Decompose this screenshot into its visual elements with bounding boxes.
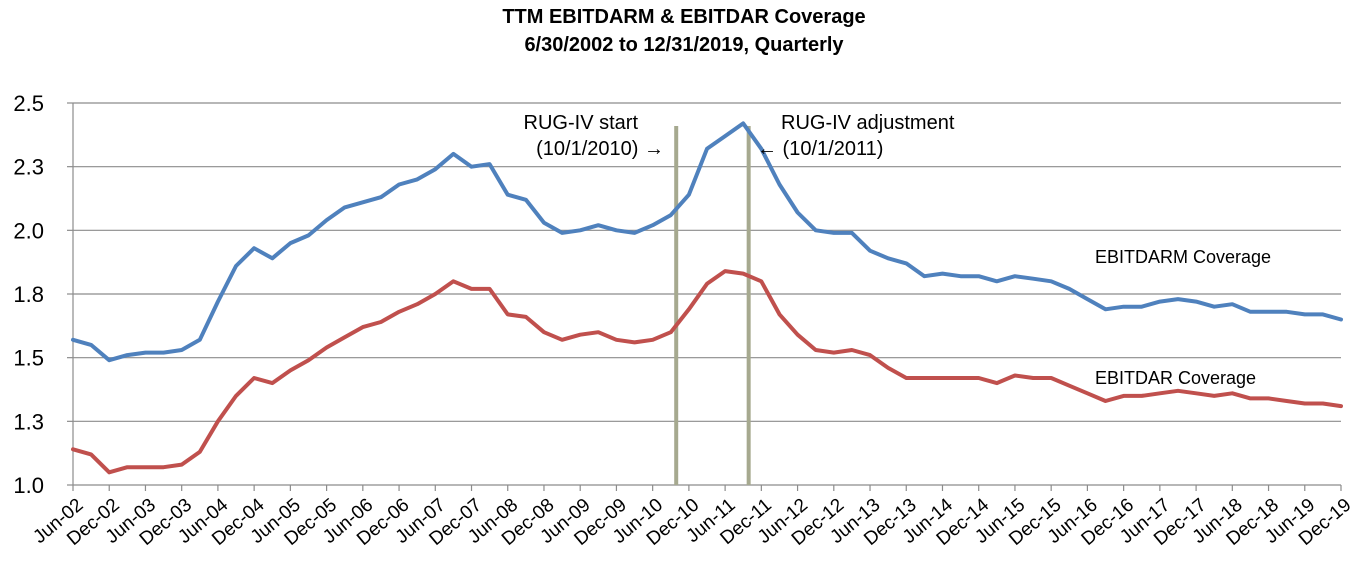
- series-lines: [71, 121, 1343, 475]
- series-line: [71, 121, 1343, 363]
- x-axis-ticks: Jun-02Dec-02Jun-03Dec-03Jun-04Dec-04Jun-…: [29, 485, 1355, 550]
- y-tick-label: 1.5: [13, 346, 44, 371]
- gridlines: [67, 102, 1341, 486]
- series-label: EBITDAR Coverage: [1095, 368, 1256, 388]
- y-axis-ticks: 1.0 1.3 1.5 1.8 2.0 2.3 2.5: [13, 91, 44, 498]
- y-tick-label: 2.0: [13, 218, 44, 243]
- annotation-date: (10/1/2010) →: [536, 138, 664, 160]
- y-tick-label: 2.5: [13, 91, 44, 116]
- annotation-label: RUG-IV adjustment: [781, 112, 955, 134]
- y-tick-label: 1.0: [13, 473, 44, 498]
- series-label: EBITDARM Coverage: [1095, 247, 1271, 267]
- series-line: [71, 269, 1343, 475]
- annotation-date: ← (10/1/2011): [757, 138, 883, 160]
- chart-subtitle: 6/30/2002 to 12/31/2019, Quarterly: [524, 34, 844, 56]
- y-tick-label: 1.8: [13, 282, 44, 307]
- reference-lines: [674, 126, 751, 485]
- chart-title: TTM EBITDARM & EBITDAR Coverage: [502, 6, 866, 28]
- y-tick-label: 1.3: [13, 409, 44, 434]
- annotations: RUG-IV start (10/1/2010) → RUG-IV adjustme…: [524, 112, 955, 160]
- series-labels: EBITDARM Coverage EBITDAR Coverage: [1095, 247, 1271, 388]
- y-tick-label: 2.3: [13, 155, 44, 180]
- annotation-label: RUG-IV start: [524, 112, 639, 134]
